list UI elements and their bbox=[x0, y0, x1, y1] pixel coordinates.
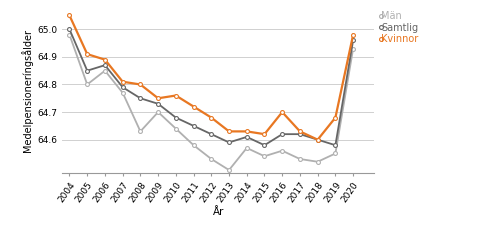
Män bbox=[297, 157, 303, 160]
Samtlig bbox=[155, 102, 161, 105]
Y-axis label: Medelpensioneríngsålder: Medelpensioneríngsålder bbox=[21, 29, 33, 151]
Män bbox=[102, 69, 108, 72]
Line: Samtlig: Samtlig bbox=[68, 27, 355, 147]
Kvinnor bbox=[208, 116, 214, 119]
Män bbox=[173, 127, 179, 130]
Kvinnor bbox=[279, 111, 285, 114]
Kvinnor bbox=[297, 130, 303, 133]
Kvinnor bbox=[226, 130, 232, 133]
Kvinnor bbox=[173, 94, 179, 97]
Män bbox=[84, 83, 90, 86]
Samtlig bbox=[67, 28, 72, 31]
Samtlig bbox=[315, 138, 321, 141]
Män bbox=[350, 47, 356, 50]
Kvinnor bbox=[333, 116, 338, 119]
Kvinnor bbox=[244, 130, 250, 133]
Kvinnor bbox=[350, 33, 356, 36]
Samtlig bbox=[138, 97, 144, 100]
Kvinnor bbox=[315, 138, 321, 141]
Legend: Män, Samtlig, Kvinnor: Män, Samtlig, Kvinnor bbox=[377, 7, 422, 48]
Män bbox=[208, 157, 214, 160]
Samtlig bbox=[226, 141, 232, 144]
Samtlig bbox=[244, 136, 250, 138]
Samtlig bbox=[297, 133, 303, 136]
Line: Män: Män bbox=[68, 33, 355, 172]
Kvinnor bbox=[262, 133, 267, 136]
Samtlig bbox=[262, 144, 267, 147]
Män bbox=[120, 91, 126, 94]
Samtlig bbox=[279, 133, 285, 136]
Män bbox=[226, 169, 232, 172]
Män bbox=[138, 130, 144, 133]
Män bbox=[279, 149, 285, 152]
X-axis label: År: År bbox=[213, 207, 224, 217]
Män bbox=[333, 152, 338, 155]
Män bbox=[315, 160, 321, 163]
Samtlig bbox=[84, 69, 90, 72]
Line: Kvinnor: Kvinnor bbox=[68, 13, 355, 142]
Samtlig bbox=[191, 125, 196, 127]
Män bbox=[244, 147, 250, 150]
Samtlig bbox=[208, 133, 214, 136]
Män bbox=[67, 33, 72, 36]
Samtlig bbox=[120, 86, 126, 89]
Kvinnor bbox=[191, 105, 196, 108]
Kvinnor bbox=[67, 14, 72, 17]
Kvinnor bbox=[155, 97, 161, 100]
Män bbox=[262, 155, 267, 158]
Kvinnor bbox=[120, 80, 126, 83]
Samtlig bbox=[350, 39, 356, 42]
Män bbox=[155, 111, 161, 114]
Kvinnor bbox=[84, 53, 90, 56]
Kvinnor bbox=[102, 58, 108, 61]
Samtlig bbox=[333, 144, 338, 147]
Samtlig bbox=[173, 116, 179, 119]
Samtlig bbox=[102, 64, 108, 66]
Män bbox=[191, 144, 196, 147]
Kvinnor bbox=[138, 83, 144, 86]
